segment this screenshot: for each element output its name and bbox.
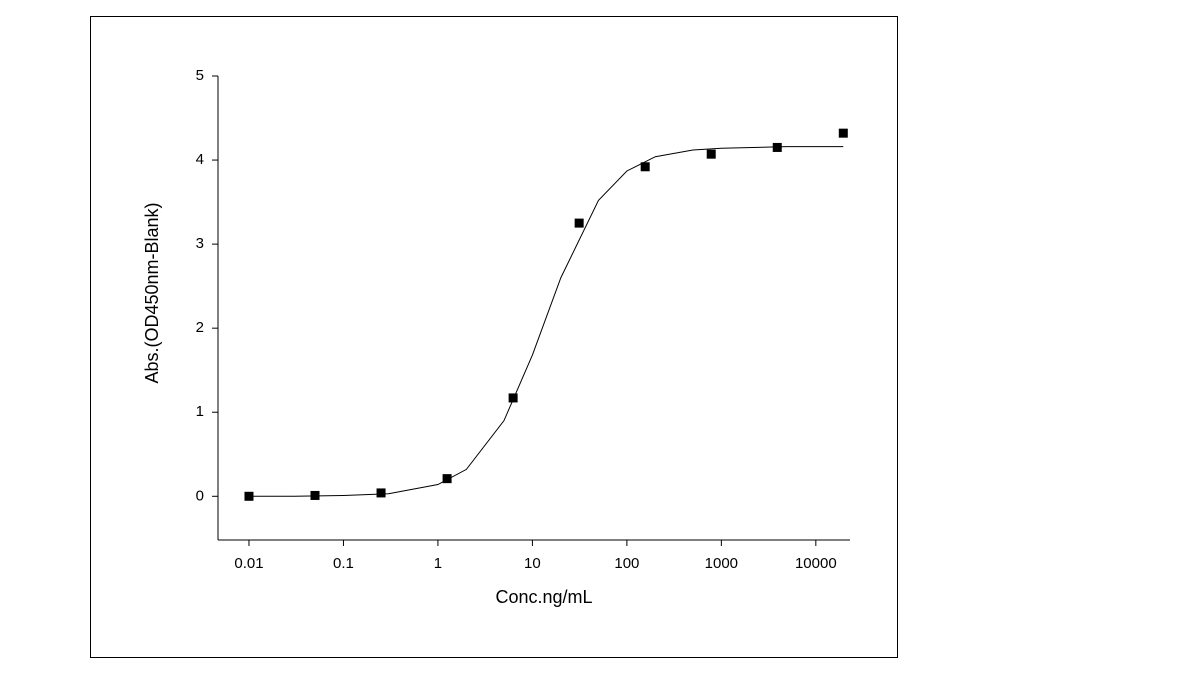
x-tick-label: 0.01 xyxy=(234,555,263,572)
data-point xyxy=(574,218,584,228)
data-point xyxy=(442,474,452,484)
x-tick-label: 10000 xyxy=(795,555,837,572)
x-tick-label: 1 xyxy=(434,555,442,572)
data-point xyxy=(508,393,518,403)
x-tick-label: 100 xyxy=(614,555,639,572)
data-point xyxy=(706,149,716,159)
x-tick-label: 0.1 xyxy=(333,555,354,572)
fit-curve xyxy=(248,146,844,497)
y-tick-label: 0 xyxy=(196,487,204,504)
data-point xyxy=(244,491,254,501)
y-tick-label: 1 xyxy=(196,403,204,420)
y-axis-title: Abs.(OD450nm-Blank) xyxy=(142,202,162,383)
y-tick-label: 3 xyxy=(196,235,204,252)
data-point xyxy=(640,162,650,172)
frame xyxy=(90,16,898,658)
x-axis-title: Conc.ng/mL xyxy=(495,587,592,607)
x-tick-label: 1000 xyxy=(705,555,738,572)
y-tick-label: 4 xyxy=(196,151,204,168)
y-tick-label: 5 xyxy=(196,67,204,84)
y-tick-label: 2 xyxy=(196,319,204,336)
data-point xyxy=(772,142,782,152)
data-point xyxy=(376,488,386,498)
x-tick-label: 10 xyxy=(524,555,541,572)
data-point xyxy=(838,128,848,138)
